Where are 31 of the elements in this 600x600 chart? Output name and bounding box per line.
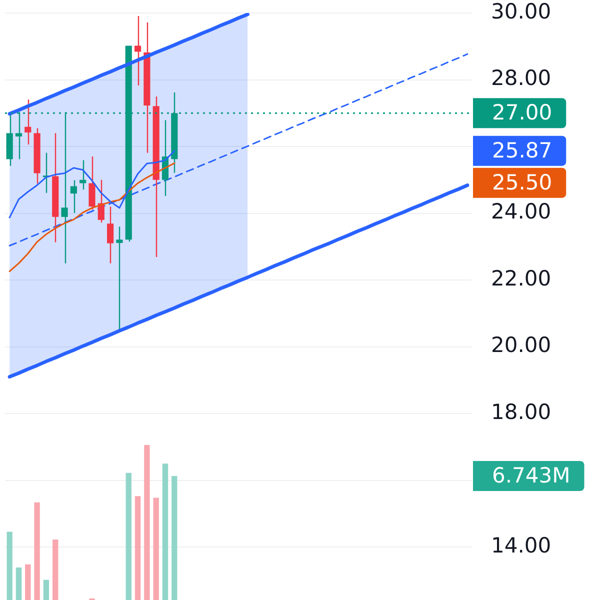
text: 6.743M xyxy=(492,463,570,488)
candlestick xyxy=(98,179,104,224)
bar xyxy=(134,496,141,600)
ref-line-label: 27.00 xyxy=(492,100,552,125)
y-tick-label: 28.00 xyxy=(491,66,552,90)
bar xyxy=(16,567,22,600)
bar xyxy=(172,476,178,600)
candlestick xyxy=(107,206,114,264)
y-tick-label: 14.00 xyxy=(491,533,552,558)
y-tick-label: 24.00 xyxy=(491,200,552,224)
bar xyxy=(34,502,40,600)
bar xyxy=(52,540,58,600)
bar xyxy=(25,564,31,600)
y-tick-label: 22.00 xyxy=(491,266,552,290)
bar xyxy=(126,472,132,600)
bar xyxy=(153,498,159,600)
candlestick xyxy=(116,226,123,331)
bar xyxy=(43,580,50,600)
bar xyxy=(162,464,168,600)
y-tick-label: 30.00 xyxy=(491,0,552,24)
bar xyxy=(6,532,12,600)
line-series xyxy=(8,53,468,246)
candlestick xyxy=(134,15,142,86)
candlestick xyxy=(24,98,32,146)
candlestick xyxy=(88,156,96,210)
candlestick xyxy=(70,180,77,214)
text: 25.50 xyxy=(492,170,552,194)
bar xyxy=(144,445,150,600)
y-tick-label: 18.00 xyxy=(491,400,552,424)
y-tick-label: 20.00 xyxy=(491,333,552,358)
text: 25.87 xyxy=(492,138,552,162)
